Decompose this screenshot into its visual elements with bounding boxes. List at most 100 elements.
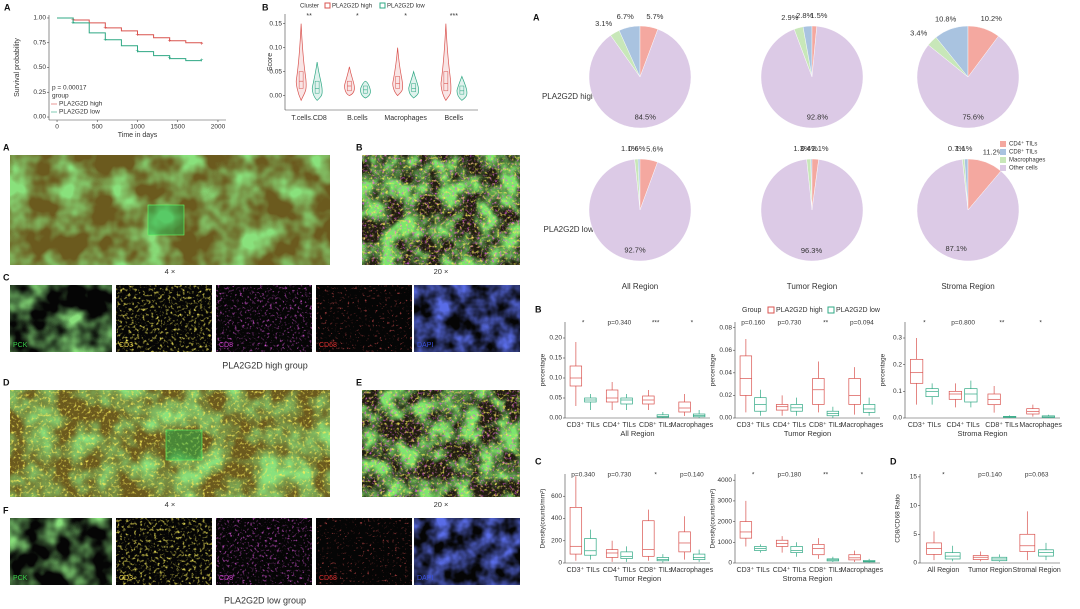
box <box>848 554 861 561</box>
pie-slice <box>760 26 864 129</box>
y-tick-label: 0.15 <box>549 355 562 362</box>
x-tick-label: Macrophages <box>841 567 884 574</box>
y-tick-label: 0.00 <box>269 92 282 99</box>
y-tick-label: 0.3 <box>893 335 902 342</box>
y-tick-label: 10 <box>910 502 918 509</box>
significance: p=0.800 <box>951 320 975 327</box>
significance: ** <box>823 320 829 327</box>
pie-value-label: 10.2% <box>981 14 1003 23</box>
column-label: Tumor Region <box>787 282 837 291</box>
significance: p=0.340 <box>608 320 632 327</box>
x-tick-label: Bcells <box>445 115 464 122</box>
significance: * <box>1039 320 1042 327</box>
pie-slice <box>760 159 864 262</box>
row-label: PLA2G2D high group <box>542 92 619 101</box>
panel-label: C <box>3 272 10 282</box>
box <box>862 404 876 413</box>
x-tick-label: CD8⁺ TILs <box>809 566 843 574</box>
significance: * <box>942 472 945 479</box>
panel-label: A <box>533 12 540 22</box>
pie-value-label: 0.4% <box>801 144 818 153</box>
y-tick-label: 5 <box>913 531 917 538</box>
box <box>790 546 803 554</box>
y-tick-label: 0.25 <box>33 89 46 96</box>
pie-value-label: 1.1% <box>621 144 638 153</box>
pie-value-label: 0.6% <box>628 144 645 153</box>
y-tick-label: 0.1 <box>893 388 902 395</box>
zoom-box <box>165 429 203 461</box>
x-tick-label: CD4⁺ TILs <box>773 421 807 429</box>
x-tick-label: CD3⁺ TILs <box>567 566 601 574</box>
x-tick-label: Macrophages <box>841 422 884 429</box>
x-tick-label: All Region <box>927 567 959 574</box>
panel-label: B <box>262 2 269 12</box>
box <box>584 538 597 556</box>
panel-label: D <box>890 456 897 466</box>
violin-box <box>459 85 465 95</box>
panel-label: A <box>3 142 10 152</box>
x-tick-label: CD8⁺ TILs <box>809 421 843 429</box>
significance: p=0.180 <box>778 472 802 479</box>
pie-slice <box>588 28 692 129</box>
significance: * <box>923 320 926 327</box>
x-tick-label: CD4⁺ TILs <box>603 421 637 429</box>
x-axis-label: Tumor Region <box>784 429 831 438</box>
y-tick-label: 0.02 <box>719 392 732 399</box>
legend-label: CD8⁺ TILs <box>1009 149 1037 156</box>
significance: * <box>582 320 585 327</box>
y-axis-label: percentage <box>540 353 547 386</box>
x-tick-label: CD8⁺ TILs <box>985 421 1019 429</box>
y-tick-label: 4000 <box>718 477 733 484</box>
censor-mark: + <box>103 37 107 43</box>
violin-box <box>443 71 449 92</box>
column-label: Stroma Region <box>941 282 994 291</box>
significance: * <box>654 472 657 479</box>
x-tick-label: 1000 <box>130 124 145 131</box>
image-texture <box>316 285 412 352</box>
y-axis-label: CD8/CD68 Ratio <box>895 494 902 543</box>
panel-label: D <box>3 377 10 387</box>
y-axis-label: Density(counts/mm²) <box>540 489 547 549</box>
pie-value-label: 92.7% <box>624 245 646 254</box>
y-tick-label: 600 <box>551 493 562 500</box>
y-tick-label: 400 <box>551 515 562 522</box>
x-tick-label: CD4⁺ TILs <box>603 566 637 574</box>
legend-label: Macrophages <box>1009 158 1045 164</box>
pie-value-label: 92.8% <box>807 112 829 121</box>
y-tick-label: 0 <box>558 560 562 567</box>
x-tick-label: CD3⁺ TILs <box>908 421 942 429</box>
image-caption: 4 × <box>165 267 176 276</box>
panel-label: B <box>535 304 542 314</box>
pie-value-label: 5.6% <box>646 145 663 154</box>
x-tick-label: CD8⁺ TILs <box>639 566 673 574</box>
pie-value-label: 2.9% <box>781 13 798 22</box>
significance: p=0.340 <box>571 472 595 479</box>
x-axis-label: Tumor Region <box>614 574 661 583</box>
censor-mark: + <box>136 49 140 55</box>
violin-box <box>411 83 416 93</box>
image-texture <box>10 285 112 352</box>
significance: *** <box>450 13 458 20</box>
box <box>620 397 633 405</box>
legend-swatch <box>1000 165 1006 171</box>
x-tick-label: 2000 <box>211 124 226 131</box>
significance: * <box>691 320 694 327</box>
image-texture <box>316 518 412 585</box>
image-texture <box>362 155 520 265</box>
legend-swatch <box>767 306 775 314</box>
y-tick-label: 200 <box>551 537 562 544</box>
pie-value-label: 87.1% <box>945 244 967 253</box>
x-axis-label: Stroma Region <box>782 574 832 583</box>
significance: p=0.094 <box>850 320 874 327</box>
survival-curve <box>57 17 202 62</box>
x-tick-label: B.cells <box>347 115 368 122</box>
y-axis-label: Survival probability <box>14 38 21 97</box>
image-caption: 20 × <box>434 267 449 276</box>
box <box>569 365 583 387</box>
legend-title: group <box>52 93 69 100</box>
channel-label: CD68 <box>319 342 337 349</box>
pie-value-label: 1.5% <box>810 11 827 20</box>
x-tick-label: 0 <box>55 124 59 131</box>
significance: * <box>752 472 755 479</box>
y-tick-label: 0.15 <box>269 20 282 27</box>
